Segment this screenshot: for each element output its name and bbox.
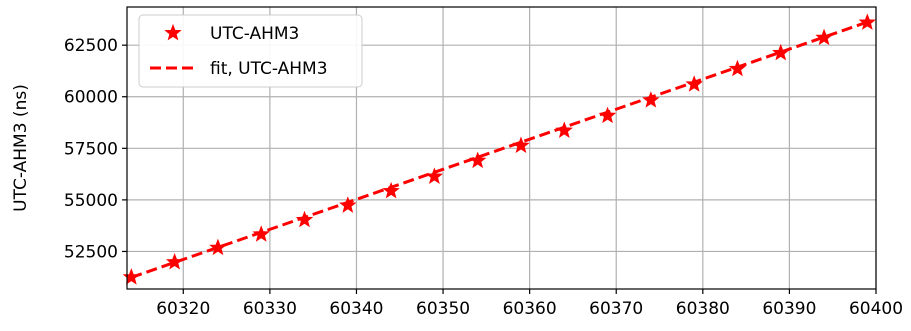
data-point-star xyxy=(858,13,877,30)
data-point-star xyxy=(815,28,833,46)
data-point-star xyxy=(512,136,530,154)
x-tick-label: 60340 xyxy=(329,299,383,319)
legend-label-fit: fit, UTC-AHM3 xyxy=(210,59,328,79)
x-tick-label: 60350 xyxy=(416,299,470,319)
data-point-star xyxy=(382,181,400,199)
x-tick-label: 60320 xyxy=(156,299,210,319)
y-tick-label: 52500 xyxy=(64,242,118,262)
data-point-star xyxy=(772,43,790,61)
data-point-star xyxy=(165,253,184,270)
x-tick-label: 60370 xyxy=(589,299,643,319)
x-tick-label: 60380 xyxy=(676,299,730,319)
data-point-star xyxy=(209,238,227,256)
plot-area xyxy=(122,13,877,285)
x-tick-label: 60390 xyxy=(762,299,816,319)
legend-marker-star xyxy=(164,23,182,41)
x-tick-label: 60400 xyxy=(849,299,903,319)
data-point-star xyxy=(122,268,141,285)
y-tick-label: 55000 xyxy=(64,191,118,211)
y-tick-label: 57500 xyxy=(64,139,118,159)
data-point-star xyxy=(339,196,357,213)
data-point-star xyxy=(425,167,444,184)
x-tick-label: 60330 xyxy=(243,299,297,319)
data-point-star xyxy=(295,210,314,228)
y-tick-label: 60000 xyxy=(64,88,118,108)
data-point-star xyxy=(685,75,703,92)
legend-label-series: UTC-AHM3 xyxy=(210,24,299,44)
x-axis: 60320 60330 60340 60350 60360 60370 60380 60390… xyxy=(156,289,903,319)
x-tick-label: 60360 xyxy=(503,299,557,319)
data-point-star xyxy=(469,151,487,169)
y-axis-title: UTC-AHM3 (ns) xyxy=(11,84,31,212)
data-point-star xyxy=(555,121,573,138)
data-point-star xyxy=(728,59,747,77)
data-point-star xyxy=(642,91,660,108)
fit-line xyxy=(130,20,868,279)
legend-box xyxy=(138,14,363,88)
y-tick-label: 62500 xyxy=(64,36,118,56)
legend: UTC-AHM3 fit, UTC-AHM3 xyxy=(138,14,363,88)
y-axis: 52500 55000 57500 60000 62500 xyxy=(64,36,127,262)
data-point-star xyxy=(252,225,270,242)
data-point-star xyxy=(598,106,617,124)
